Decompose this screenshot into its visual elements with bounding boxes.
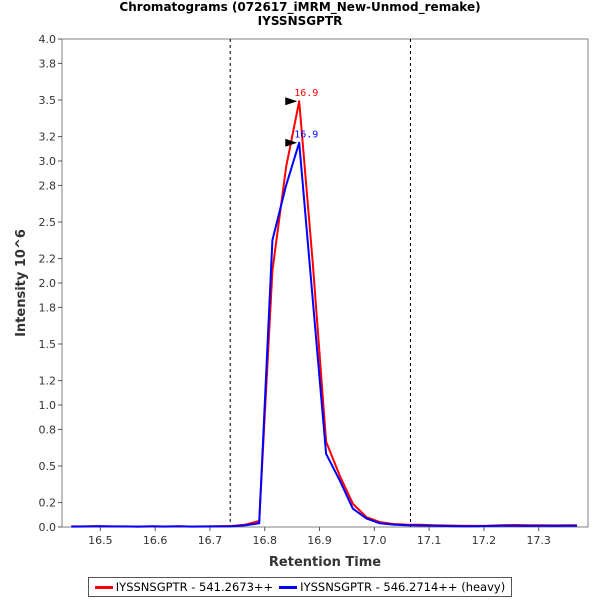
y-tick-label: 1.2 bbox=[39, 375, 57, 388]
peak-marker bbox=[285, 138, 298, 147]
x-tick-label: 17.1 bbox=[417, 534, 442, 547]
legend-label-light: IYSSNSGPTR - 541.2673++ bbox=[115, 580, 274, 594]
chart-subtitle: IYSSNSGPTR bbox=[257, 14, 343, 28]
y-tick-label: 2.5 bbox=[39, 216, 57, 229]
y-tick-label: 3.0 bbox=[39, 155, 57, 168]
y-tick-label: 0.2 bbox=[39, 497, 57, 510]
y-tick-label: 3.5 bbox=[39, 94, 57, 107]
x-tick-label: 17.2 bbox=[472, 534, 497, 547]
y-tick-label: 1.8 bbox=[39, 301, 57, 314]
x-tick-label: 16.6 bbox=[143, 534, 168, 547]
y-tick-label: 3.2 bbox=[39, 131, 57, 144]
legend-swatch-heavy bbox=[279, 585, 298, 589]
y-tick-label: 1.0 bbox=[39, 399, 57, 412]
y-tick-label: 1.5 bbox=[39, 338, 57, 351]
x-tick-label: 16.5 bbox=[88, 534, 113, 547]
peak-marker bbox=[285, 97, 298, 106]
y-tick-label: 0.8 bbox=[39, 423, 57, 436]
peak-label: 16.9 bbox=[294, 88, 318, 99]
x-tick-label: 16.7 bbox=[198, 534, 223, 547]
y-tick-label: 2.0 bbox=[39, 277, 57, 290]
legend-entry-light: IYSSNSGPTR - 541.2673++ bbox=[94, 580, 274, 594]
series-line-1 bbox=[71, 141, 577, 528]
peak-label: 16.9 bbox=[294, 130, 318, 141]
y-tick-label: 2.2 bbox=[39, 253, 57, 266]
legend-label-heavy: IYSSNSGPTR - 546.2714++ (heavy) bbox=[300, 580, 506, 594]
plot-area: 0.0 0.2 0.5 0.8 1.0 1.2 1.5 1.8 2.0 2.2 2.5 2.8 3.0 3… bbox=[14, 33, 589, 570]
y-tick-label: 0.5 bbox=[39, 460, 57, 473]
y-axis-label: Intensity 10^6 bbox=[14, 229, 29, 337]
x-tick-label: 16.9 bbox=[307, 534, 332, 547]
legend-swatch-light bbox=[94, 585, 113, 589]
x-tick-label: 17.0 bbox=[362, 534, 387, 547]
x-tick-label: 16.8 bbox=[252, 534, 277, 547]
plot-frame bbox=[61, 38, 589, 528]
x-axis-label: Retention Time bbox=[269, 555, 381, 570]
chart-title: Chromatograms (072617_iMRM_New-Unmod_rem… bbox=[119, 0, 481, 14]
y-tick-label: 3.8 bbox=[39, 57, 57, 70]
legend: IYSSNSGPTR - 541.2673++ IYSSNSGPTR - 546… bbox=[88, 577, 512, 597]
y-tick-label: 2.8 bbox=[39, 179, 57, 192]
x-tick-label: 17.3 bbox=[526, 534, 551, 547]
legend-entry-heavy: IYSSNSGPTR - 546.2714++ (heavy) bbox=[279, 580, 505, 594]
y-tick-label: 4.0 bbox=[39, 33, 57, 46]
y-tick-label: 0.0 bbox=[39, 521, 57, 534]
